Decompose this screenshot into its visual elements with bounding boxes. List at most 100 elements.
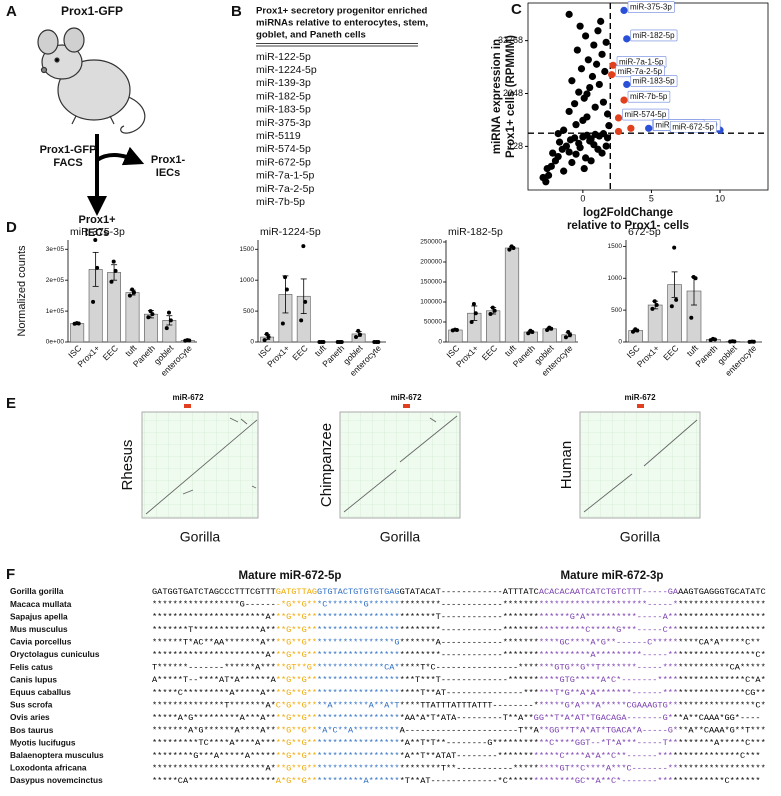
point xyxy=(599,98,608,106)
sequence-segment: ****GC****A*G**------C***** xyxy=(539,638,678,648)
point xyxy=(587,157,595,165)
point xyxy=(554,130,562,138)
replicate-point xyxy=(74,321,79,326)
sequence-segment: *****C****A*A**C**------*** xyxy=(534,751,673,761)
replicate-point xyxy=(91,299,96,304)
point xyxy=(597,17,605,25)
y-tick-label: 1500 xyxy=(240,246,255,253)
y-axis-label: miRNA expression in xyxy=(491,39,503,154)
point xyxy=(572,121,580,129)
sequence-segment: **************** xyxy=(317,675,400,685)
sequence-segment: GTATACAT------------ATTTATC xyxy=(400,587,539,597)
bar xyxy=(125,292,140,343)
replicate-point xyxy=(164,326,169,331)
point-label-box xyxy=(669,120,717,133)
panel-label: D xyxy=(6,219,17,236)
point xyxy=(627,124,635,132)
replicate-point xyxy=(264,331,269,336)
sequence-segment: **G**G** xyxy=(276,675,317,685)
species-name: Loxodonta africana xyxy=(10,763,87,773)
replicate-point xyxy=(453,327,458,332)
sequence-segment: ***************** xyxy=(678,600,766,610)
point xyxy=(614,127,623,136)
sequence-segment: ********------------******* xyxy=(400,650,539,660)
sequence-segment: *AA*A*T*ATA---------T**A** xyxy=(400,713,534,723)
replicate-point xyxy=(509,244,514,249)
y-tick-label: 0 xyxy=(250,339,254,346)
point xyxy=(576,144,584,152)
replicate-point xyxy=(568,332,573,337)
sequence: *********TC****A****A*****G**G**********… xyxy=(152,738,766,748)
replicate-point xyxy=(507,247,512,252)
replicate-point xyxy=(730,339,735,344)
sort-label: FACS xyxy=(53,157,82,169)
replicate-point xyxy=(633,327,638,332)
sequence-segment: *****CA***************** xyxy=(152,776,276,786)
sequence: **************T*******A*C*G**G****A*****… xyxy=(152,701,766,711)
bar xyxy=(542,328,557,343)
point xyxy=(572,150,580,158)
point xyxy=(560,126,568,134)
list-title: Prox1+ secretory progenitor enriched xyxy=(256,6,428,17)
sequence-segment: GATGTTAG xyxy=(276,587,317,597)
sequence-segment: **C****GGT--*T*A***-----T** xyxy=(539,738,678,748)
x-tick-label: EEC xyxy=(661,343,680,362)
point xyxy=(614,114,623,122)
species-name: Sapajus apella xyxy=(10,611,68,621)
chart-title: miR-375-3p xyxy=(70,226,125,238)
replicate-point xyxy=(711,336,716,341)
point xyxy=(623,35,631,43)
sequence-segment: *********************-----* xyxy=(539,600,678,610)
dotplot-frame xyxy=(141,411,259,519)
sequence-segment: **************** xyxy=(317,764,400,774)
panel-label: A xyxy=(6,3,17,20)
point xyxy=(580,164,588,173)
sequence-segment: **G**G** xyxy=(276,638,317,648)
sequence-segment: ****CA*A*****C** xyxy=(678,638,761,648)
bar xyxy=(647,304,663,343)
sequence-segment: **************** xyxy=(317,650,400,660)
x-tick-label: EEC xyxy=(480,343,499,362)
sequence-segment: *****C*********A*****A** xyxy=(152,688,276,698)
point xyxy=(623,80,631,89)
bar xyxy=(448,329,463,343)
species-name: Mus musculus xyxy=(10,624,68,634)
replicate-point xyxy=(669,304,674,309)
sequence-segment: AAGTGAGGGTGCATATC xyxy=(678,587,766,597)
arrow xyxy=(95,146,145,166)
sequence-segment: **********CA***** xyxy=(678,663,766,673)
point xyxy=(598,149,606,157)
point xyxy=(590,141,598,149)
sequence-segment: **************** xyxy=(317,688,400,698)
sequence-segment: *A*C**A********* xyxy=(317,726,400,736)
point-label: miR-7a-1-5p xyxy=(619,57,664,66)
sequence-segment: ACACACAATCATCTGTCTTT-----GA xyxy=(539,587,679,597)
replicate-point xyxy=(93,238,98,242)
sequence-segment: GATGGTGATCTAGCCCTTTCGTTT xyxy=(152,587,276,597)
mirna-item: miR-7b-5p xyxy=(256,196,305,208)
replicate-point xyxy=(492,308,497,313)
sequence-segment: **********************A* xyxy=(152,612,276,622)
point xyxy=(609,61,617,69)
sequence-segment: ***************** xyxy=(678,612,766,622)
sequence-segment: **G**G** xyxy=(276,650,317,660)
sequence-segment: **GG**T*A*AT*TGACA*A-----G* xyxy=(539,726,678,736)
point xyxy=(579,116,587,125)
y-tick-label: 150000 xyxy=(420,279,442,286)
sequence: *****C*********A*****A****G**G**********… xyxy=(152,688,766,698)
sequence-segment: **************T*******A* xyxy=(152,701,276,711)
sequence-segment: ***************** xyxy=(678,764,766,774)
negative-label: IECs xyxy=(156,167,180,179)
y-tick-label: 500 xyxy=(243,308,254,315)
y-tick-label: 0e+00 xyxy=(46,339,65,346)
bar xyxy=(628,330,644,343)
species-name: Dasypus novemcinctus xyxy=(10,775,103,785)
sequence: ******T*AC**AA*******A****G**G**********… xyxy=(152,638,761,648)
dotplot-ylabel: Rhesus xyxy=(119,440,136,491)
point xyxy=(568,77,576,85)
sequence-segment: *C*******G****** xyxy=(317,600,400,610)
sequence-segment: *********A****** xyxy=(317,776,400,786)
replicate-point xyxy=(283,275,288,280)
sequence-segment: *T**AT-------------*C***** xyxy=(400,776,534,786)
mouse-title: Prox1-GFP xyxy=(61,4,123,18)
